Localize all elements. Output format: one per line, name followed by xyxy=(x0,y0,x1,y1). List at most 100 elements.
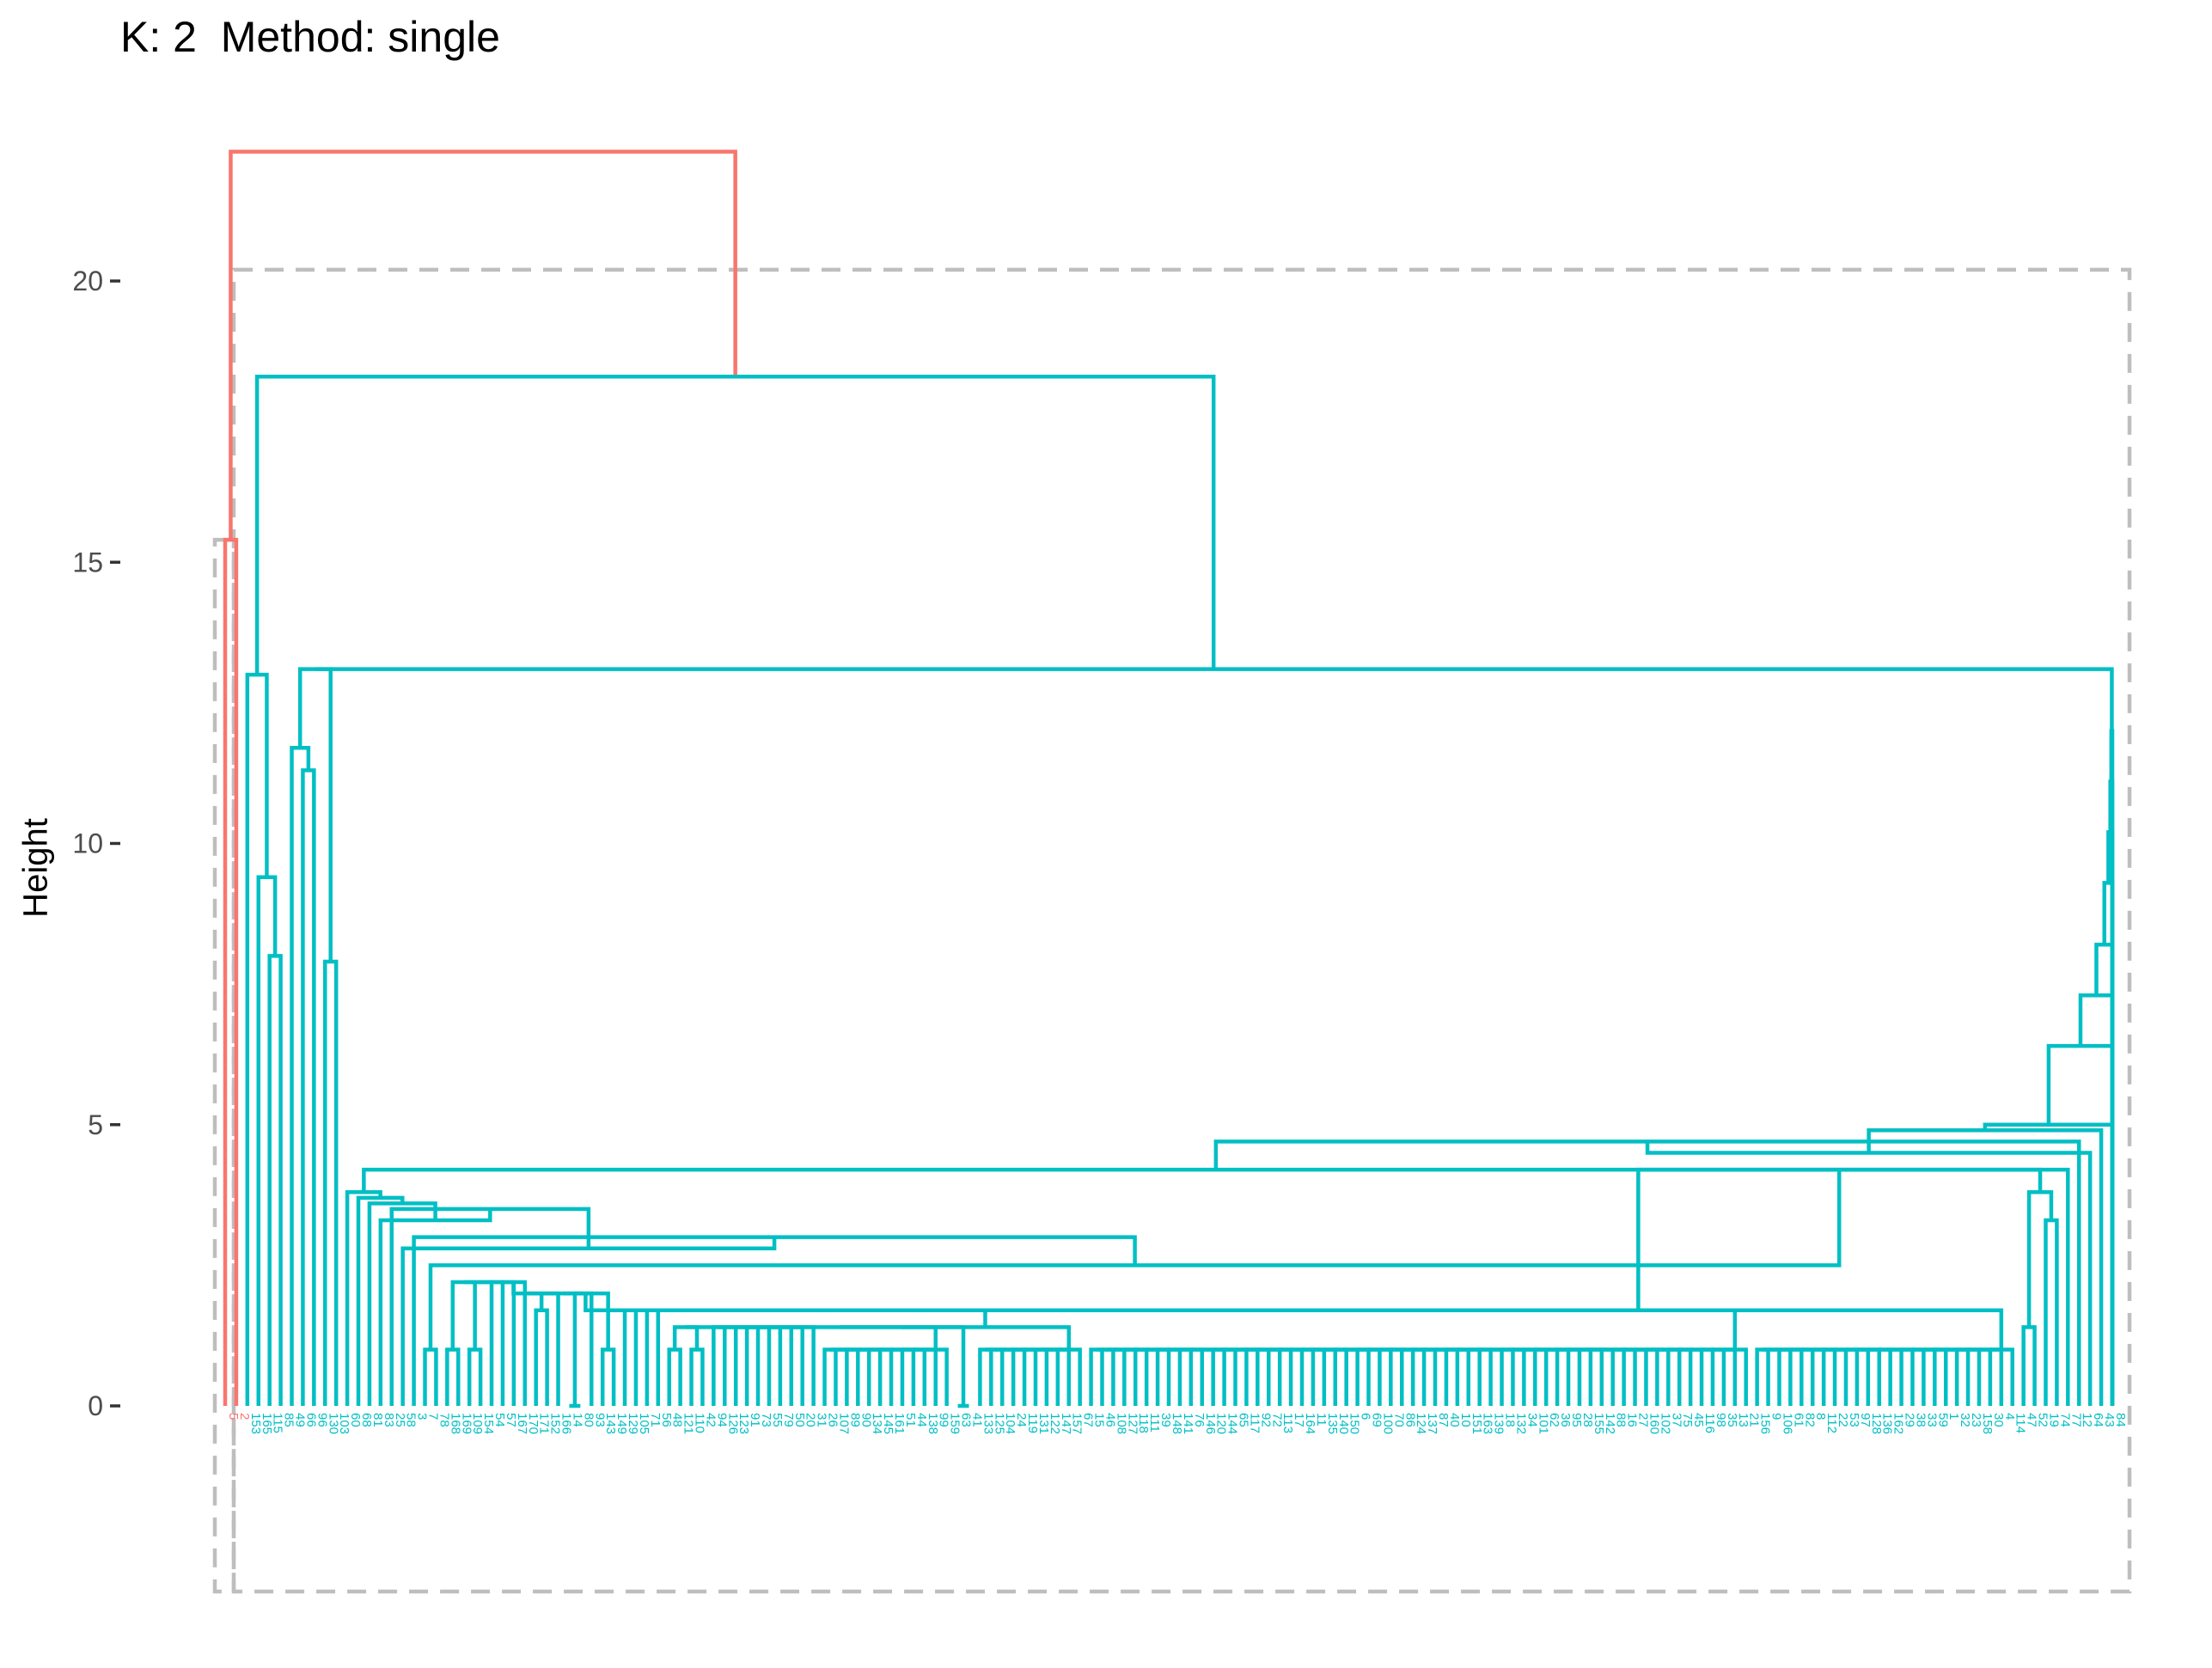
leaf-label-162: 162 xyxy=(1891,1413,1906,1434)
leaf-label-123: 123 xyxy=(736,1413,751,1434)
leaf-label-171: 171 xyxy=(537,1413,552,1434)
dendrogram-link-2 xyxy=(254,375,1216,675)
leaf-label-147: 147 xyxy=(1059,1413,1073,1434)
dendrogram-link-52 xyxy=(534,1308,549,1406)
leaf-label-51: 51 xyxy=(903,1413,918,1427)
leaf-label-96: 96 xyxy=(315,1413,329,1427)
y-tick-label-10: 10 xyxy=(72,828,103,859)
leaf-label-92: 92 xyxy=(1258,1413,1273,1427)
leaf-label-140: 140 xyxy=(1336,1413,1351,1434)
dendrogram-link-3 xyxy=(245,672,269,1406)
leaf-label-122: 122 xyxy=(1048,1413,1062,1434)
leaf-label-144: 144 xyxy=(1225,1413,1240,1434)
leaf-label-22: 22 xyxy=(1836,1413,1850,1427)
y-tick-label-20: 20 xyxy=(72,266,103,296)
dendrogram-link-4 xyxy=(256,875,278,1406)
dendrogram-link-29 xyxy=(400,1237,777,1406)
dendrogram-link-35 xyxy=(816,1308,1738,1350)
leaf-label-155: 155 xyxy=(1592,1413,1606,1434)
leaf-label-8: 8 xyxy=(1813,1413,1828,1420)
dendrogram-link-26 xyxy=(367,1201,437,1406)
leaf-label-42: 42 xyxy=(703,1413,718,1427)
leaf-label-89: 89 xyxy=(847,1413,862,1427)
leaf-label-165: 165 xyxy=(260,1413,274,1434)
leaf-label-5: 5 xyxy=(226,1413,241,1420)
dendrogram-link-15 xyxy=(2094,943,2115,1406)
dendrogram-link-70 xyxy=(718,1325,738,1406)
leaf-label-26: 26 xyxy=(826,1413,840,1427)
leaf-label-168: 168 xyxy=(448,1413,462,1434)
leaf-label-21: 21 xyxy=(1747,1413,1762,1427)
leaf-label-1: 1 xyxy=(1946,1413,1961,1420)
dendrogram-link-82 xyxy=(822,1347,838,1406)
dendrogram-link-51 xyxy=(467,1347,483,1406)
dendrogram-link-81 xyxy=(830,1347,849,1406)
leaf-label-3: 3 xyxy=(415,1413,430,1420)
leaf-label-112: 112 xyxy=(1824,1413,1839,1433)
leaf-label-103: 103 xyxy=(337,1413,351,1434)
leaf-label-167: 167 xyxy=(515,1413,529,1434)
leaf-label-49: 49 xyxy=(293,1413,308,1427)
leaf-label-100: 100 xyxy=(1380,1413,1395,1434)
leaf-label-125: 125 xyxy=(992,1413,1006,1434)
leaf-label-71: 71 xyxy=(648,1413,663,1427)
dendrogram-link-177 xyxy=(2044,1218,2059,1406)
dendrogram-link-62 xyxy=(689,1347,705,1406)
leaf-label-163: 163 xyxy=(1481,1413,1495,1434)
leaf-label-27: 27 xyxy=(1636,1413,1651,1427)
leaf-label-4: 4 xyxy=(2002,1413,2017,1420)
dendrogram-link-27 xyxy=(378,1208,492,1406)
leaf-label-161: 161 xyxy=(892,1413,907,1434)
leaf-label-138: 138 xyxy=(926,1413,940,1434)
leaf-label-45: 45 xyxy=(1691,1413,1706,1427)
leaf-label-107: 107 xyxy=(836,1413,851,1434)
leaf-label-82: 82 xyxy=(1802,1413,1817,1427)
leaf-label-141: 141 xyxy=(1181,1413,1195,1434)
leaf-labels: 5215316511585496696130103606881832558377… xyxy=(226,1413,2128,1434)
dendrogram-link-53 xyxy=(572,1291,594,1406)
leaf-label-166: 166 xyxy=(559,1413,574,1434)
leaf-label-97: 97 xyxy=(1858,1413,1873,1427)
leaf-label-2: 2 xyxy=(237,1413,252,1420)
leaf-label-98: 98 xyxy=(1714,1413,1728,1427)
leaf-label-154: 154 xyxy=(481,1413,496,1434)
dendrogram-link-40 xyxy=(584,1293,627,1406)
y-tick-label-0: 0 xyxy=(88,1390,103,1421)
leaf-label-25: 25 xyxy=(393,1413,407,1427)
leaf-label-14: 14 xyxy=(570,1413,584,1427)
leaf-label-15: 15 xyxy=(1092,1413,1107,1427)
dendrogram-link-33 xyxy=(1636,1167,2043,1311)
dendrogram-link-60 xyxy=(672,1325,700,1350)
leaf-label-131: 131 xyxy=(1036,1413,1051,1434)
leaf-label-150: 150 xyxy=(1347,1413,1362,1434)
dendrogram-link-173 xyxy=(1763,1347,1781,1406)
dendrogram-link-50 xyxy=(445,1347,461,1406)
dendrogram-link-71 xyxy=(712,1325,727,1406)
leaf-label-60: 60 xyxy=(348,1413,363,1427)
leaf-label-58: 58 xyxy=(404,1413,419,1427)
leaf-label-44: 44 xyxy=(914,1413,929,1427)
leaf-label-128: 128 xyxy=(1869,1413,1884,1434)
leaf-label-12: 12 xyxy=(2080,1413,2094,1427)
leaf-label-78: 78 xyxy=(437,1413,451,1427)
leaf-label-29: 29 xyxy=(1903,1413,1917,1427)
leaf-label-149: 149 xyxy=(614,1413,629,1434)
leaf-label-70: 70 xyxy=(1391,1413,1406,1427)
leaf-label-64: 64 xyxy=(2091,1413,2105,1427)
leaf-label-52: 52 xyxy=(2036,1413,2050,1427)
dendrogram-link-49 xyxy=(450,1280,477,1350)
leaf-label-50: 50 xyxy=(792,1413,807,1427)
leaf-label-93: 93 xyxy=(592,1413,607,1427)
y-axis: 0 5 10 15 20 xyxy=(72,266,120,1421)
leaf-label-124: 124 xyxy=(1414,1413,1428,1434)
leaf-label-152: 152 xyxy=(548,1413,563,1434)
leaf-label-118: 118 xyxy=(1136,1413,1151,1433)
dendrogram-link-25 xyxy=(356,1195,405,1406)
leaf-label-43: 43 xyxy=(2102,1413,2117,1427)
leaf-label-90: 90 xyxy=(859,1413,873,1427)
leaf-label-23: 23 xyxy=(1969,1413,1983,1427)
leaf-label-153: 153 xyxy=(248,1413,263,1434)
leaf-label-134: 134 xyxy=(870,1413,884,1434)
dendrogram-link-176 xyxy=(2021,1325,2037,1406)
